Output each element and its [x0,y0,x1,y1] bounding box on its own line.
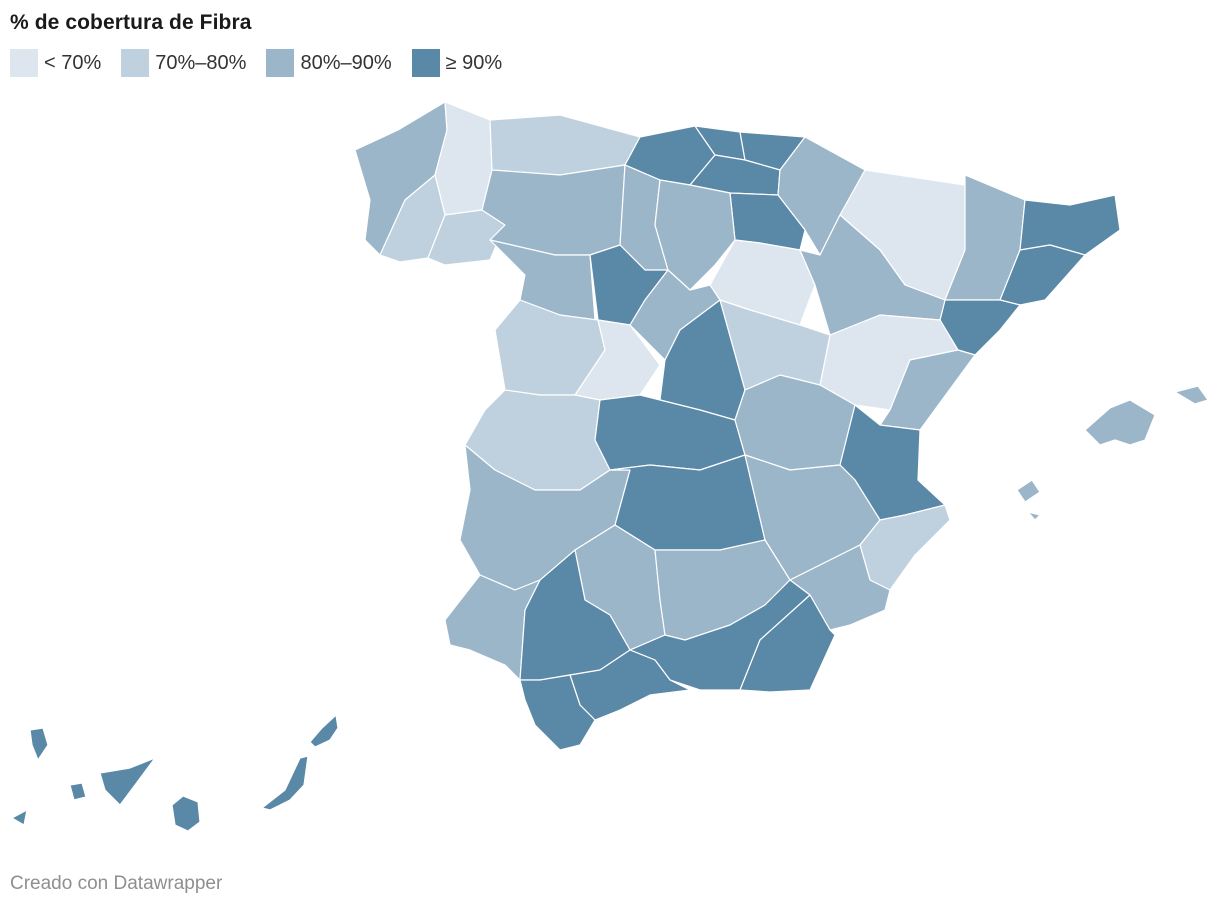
region-cadiz[interactable] [519,674,596,751]
map-title: % de cobertura de Fibra [10,11,252,34]
region-lanzarote[interactable] [309,714,339,748]
region-almeria[interactable] [739,594,836,693]
legend-item-below-70: < 70% [10,49,101,77]
legend-item-90-plus: ≥ 90% [411,49,503,77]
region-ibiza[interactable] [1016,479,1041,503]
legend-swatch [10,49,38,77]
legend-swatch [266,49,295,77]
region-el-hierro[interactable] [11,809,28,826]
legend-label: 70%–80% [155,51,247,74]
region-zaragoza[interactable] [799,214,946,336]
region-leon[interactable] [481,164,626,256]
legend-item-80-90: 80%–90% [266,49,392,77]
region-gran-canaria[interactable] [171,795,201,832]
region-formentera[interactable] [1027,511,1041,521]
footer-credit: Creado con Datawrapper [10,873,223,894]
legend-swatch [411,49,440,77]
legend: < 70% 70%–80% 80%–90% ≥ 90% [10,48,522,78]
region-girona[interactable] [1019,194,1121,256]
region-menorca[interactable] [1174,385,1209,405]
region-tenerife[interactable] [99,757,156,806]
region-mallorca[interactable] [1084,399,1156,446]
region-fuerteventura[interactable] [261,755,309,811]
legend-label: < 70% [44,51,102,74]
region-la-palma[interactable] [29,727,49,761]
legend-label: 80%–90% [300,51,392,74]
legend-item-70-80: 70%–80% [121,49,246,77]
region-la-gomera[interactable] [69,782,87,801]
legend-swatch [121,49,150,77]
legend-label: ≥ 90% [445,51,503,74]
region-burgos[interactable] [654,179,736,291]
region-huelva[interactable] [444,574,541,681]
